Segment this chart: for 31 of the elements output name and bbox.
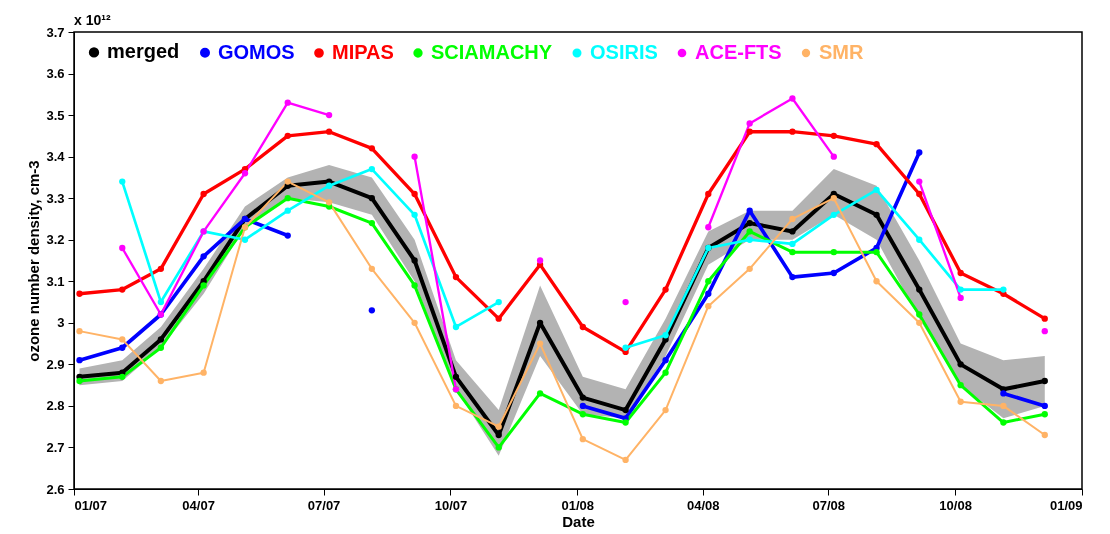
x-tick-label: 04/08: [687, 497, 720, 513]
x-tick-label: 01/09: [1049, 497, 1083, 513]
legend-label: MIPAS: [332, 41, 394, 63]
x-tick-label: 10/07: [434, 497, 468, 513]
y-tick-label: 2.8: [46, 398, 65, 414]
y-tick-label: 2.9: [46, 356, 65, 372]
legend-label: ACE-FTS: [695, 41, 782, 63]
y-tick-label: 2.7: [46, 439, 65, 455]
legend-label: OSIRIS: [590, 41, 658, 63]
legend-label: merged: [107, 40, 180, 63]
y-tick-label: 3.4: [46, 149, 66, 165]
y-tick-label: 3.3: [46, 190, 65, 206]
x-tick-label: 04/07: [182, 497, 215, 513]
y-tick-label: 3.1: [46, 273, 65, 289]
text: x 10¹²: [74, 12, 111, 28]
x-tick-label: 01/07: [74, 497, 108, 513]
y-tick-label: 3.7: [46, 24, 65, 40]
y-tick-label: 2.6: [46, 481, 65, 497]
x-axis-title: Date: [562, 512, 595, 530]
y-tick-label: 3.6: [46, 66, 65, 82]
legend-label: SMR: [819, 41, 864, 63]
legend-label: GOMOS: [218, 40, 295, 63]
y-tick-label: 3.5: [46, 107, 65, 123]
y-tick-label: 3: [57, 315, 65, 331]
x-tick-label: 01/08: [561, 497, 595, 513]
legend-label: SCIAMACHY: [431, 41, 553, 63]
x-tick-label: 10/08: [939, 497, 972, 513]
y-tick-label: 3.2: [46, 232, 65, 248]
y-axis-title: ozone number density, cm-3: [25, 160, 43, 362]
x-tick-label: 07/07: [307, 497, 341, 513]
x-tick-label: 07/08: [812, 497, 846, 513]
